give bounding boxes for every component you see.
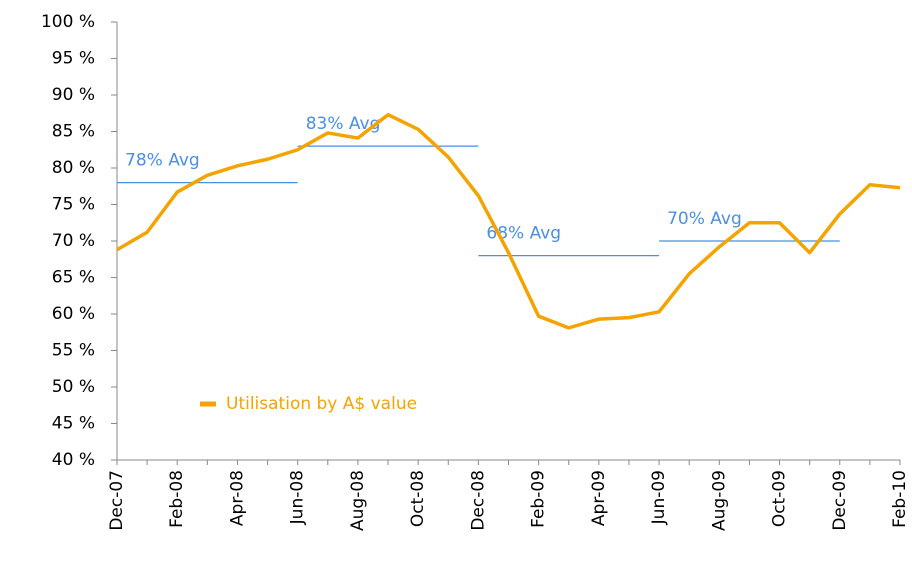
x-tick-label: Feb-10 xyxy=(890,470,910,528)
y-tick-label: 95 % xyxy=(52,49,95,69)
x-tick-label: Feb-08 xyxy=(167,470,187,528)
y-tick-label: 70 % xyxy=(52,231,95,251)
series-line xyxy=(116,112,901,330)
y-tick-label: 75 % xyxy=(52,195,95,215)
average-label: 68% Avg xyxy=(486,224,561,244)
y-tick-label: 45 % xyxy=(52,414,95,434)
average-label: 78% Avg xyxy=(125,151,200,171)
x-tick-label: Dec-07 xyxy=(107,470,127,531)
x-tick-label: Aug-08 xyxy=(348,470,368,531)
y-tick-label: 40 % xyxy=(52,450,95,470)
x-tick-label: Jun-08 xyxy=(288,470,308,525)
legend-label: Utilisation by A$ value xyxy=(226,394,417,414)
x-tick-label: Dec-09 xyxy=(830,470,850,531)
x-tick-label: Apr-09 xyxy=(589,470,609,526)
y-tick-label: 55 % xyxy=(52,341,95,361)
average-label: 70% Avg xyxy=(667,209,742,229)
y-tick-label: 100 % xyxy=(41,12,95,32)
x-tick-label: Oct-08 xyxy=(408,470,428,527)
y-tick-label: 65 % xyxy=(52,268,95,288)
y-tick-label: 90 % xyxy=(52,85,95,105)
x-tick-label: Feb-09 xyxy=(529,470,549,528)
x-tick-label: Dec-08 xyxy=(468,470,488,531)
x-tick-label: Oct-09 xyxy=(770,470,790,527)
x-tick-label: Apr-08 xyxy=(227,470,247,526)
x-tick-label: Jun-09 xyxy=(649,470,669,525)
average-label: 83% Avg xyxy=(306,114,381,134)
y-tick-label: 85 % xyxy=(52,122,95,142)
y-tick-label: 60 % xyxy=(52,304,95,324)
y-tick-label: 50 % xyxy=(52,377,95,397)
x-tick-label: Aug-09 xyxy=(709,470,729,531)
y-tick-label: 80 % xyxy=(52,158,95,178)
